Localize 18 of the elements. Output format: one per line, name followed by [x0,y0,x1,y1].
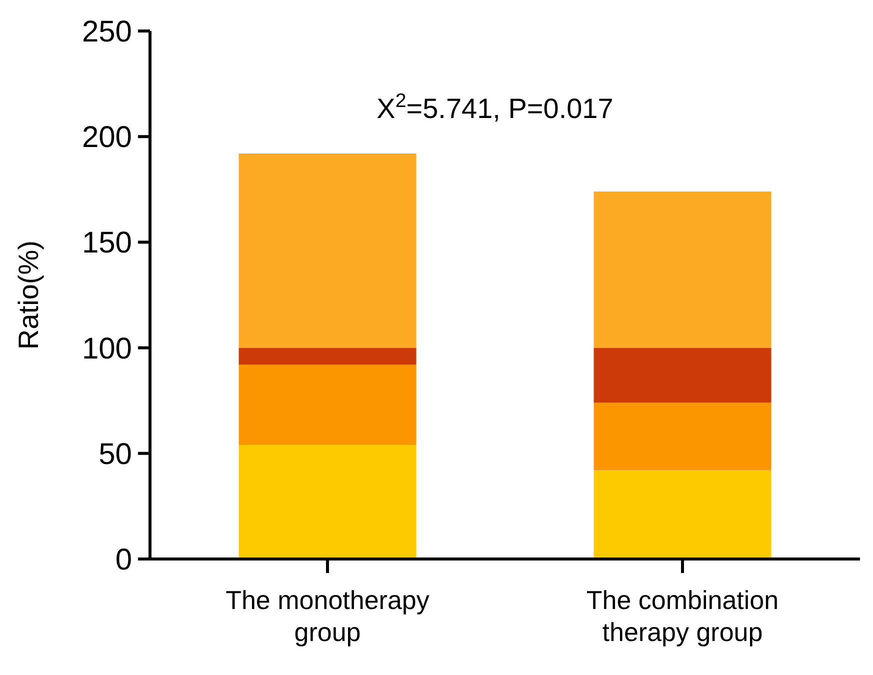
y-tick-label: 50 [98,438,132,471]
bar [238,153,416,348]
y-tick-label: 0 [115,544,132,576]
bar [594,192,772,348]
bar [238,364,416,445]
x-tick-label: The monotherapy group [226,585,430,647]
bar [594,470,772,559]
bar [594,402,772,470]
y-tick-label: 200 [82,121,132,154]
x-tick-label: The combination therapy group [586,585,779,647]
annotation: X$^{2}$=5.741, P=0.017 [376,90,614,124]
y-tick-label: 100 [82,332,132,366]
y-axis-title: Ratio(%) [13,240,44,350]
y-tick-label: 150 [82,226,132,260]
y-tick-label: 250 [82,16,132,48]
bar [238,444,416,559]
bar [238,348,416,365]
bar [594,348,772,403]
